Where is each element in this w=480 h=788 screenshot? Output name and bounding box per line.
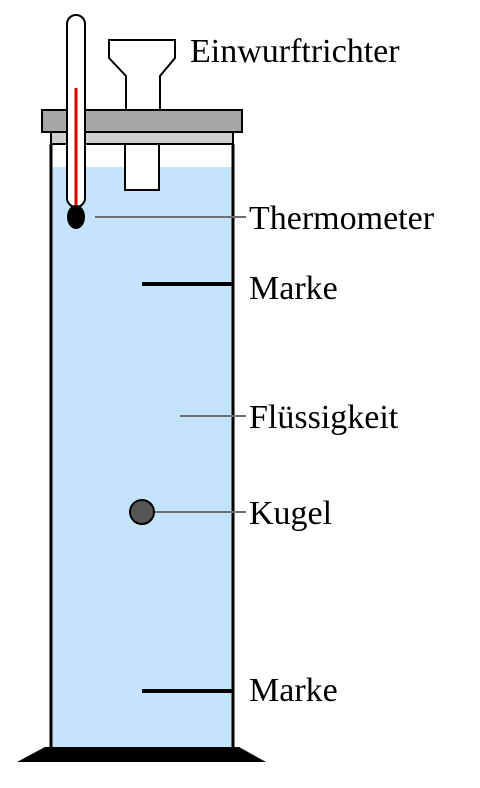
mark-bottom-label: Marke	[249, 672, 338, 709]
thermometer-bulb	[67, 205, 85, 229]
thermometer-label: Thermometer	[249, 200, 435, 237]
ball	[129, 499, 155, 525]
mark-top-label: Marke	[249, 270, 338, 307]
cylinder-base	[17, 747, 266, 762]
funnel-tube	[124, 143, 160, 191]
liquid-column	[51, 167, 233, 748]
funnel-label: Einwurftrichter	[190, 33, 400, 70]
funnel	[108, 39, 176, 111]
ball-label: Kugel	[249, 495, 332, 532]
liquid-label: Flüssigkeit	[249, 399, 399, 436]
